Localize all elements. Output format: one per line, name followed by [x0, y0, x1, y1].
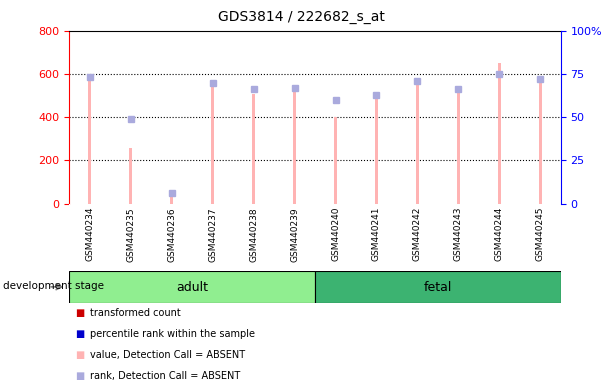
Bar [416, 83, 419, 204]
Bar [375, 99, 378, 204]
Text: GSM440236: GSM440236 [167, 207, 176, 262]
Text: GSM440237: GSM440237 [208, 207, 217, 262]
Bar [69, 271, 315, 303]
Text: rank, Detection Call = ABSENT: rank, Detection Call = ABSENT [90, 371, 241, 381]
Text: GSM440235: GSM440235 [126, 207, 135, 262]
Text: adult: adult [176, 281, 208, 293]
Text: GSM440234: GSM440234 [85, 207, 94, 262]
Bar [293, 88, 296, 204]
Bar [538, 79, 542, 204]
Bar [129, 149, 133, 204]
Text: development stage: development stage [3, 281, 104, 291]
Text: ■: ■ [75, 350, 84, 360]
Text: GSM440239: GSM440239 [290, 207, 299, 262]
Bar [88, 80, 92, 204]
Text: fetal: fetal [424, 281, 452, 293]
Bar [334, 117, 337, 204]
Text: ■: ■ [75, 308, 84, 318]
Bar [456, 93, 460, 204]
Text: GSM440244: GSM440244 [495, 207, 504, 261]
Text: GSM440245: GSM440245 [536, 207, 545, 262]
Text: ■: ■ [75, 329, 84, 339]
Bar [211, 84, 214, 204]
Text: percentile rank within the sample: percentile rank within the sample [90, 329, 256, 339]
Text: GSM440241: GSM440241 [372, 207, 381, 262]
Text: ■: ■ [75, 371, 84, 381]
Text: transformed count: transformed count [90, 308, 181, 318]
Bar [252, 94, 255, 204]
Text: GSM440240: GSM440240 [331, 207, 340, 262]
Text: GSM440238: GSM440238 [249, 207, 258, 262]
Bar [170, 195, 174, 204]
Text: GSM440243: GSM440243 [454, 207, 463, 262]
Bar [497, 63, 501, 204]
Text: GSM440242: GSM440242 [413, 207, 422, 261]
Text: value, Detection Call = ABSENT: value, Detection Call = ABSENT [90, 350, 245, 360]
Bar [315, 271, 561, 303]
Text: GDS3814 / 222682_s_at: GDS3814 / 222682_s_at [218, 10, 385, 23]
